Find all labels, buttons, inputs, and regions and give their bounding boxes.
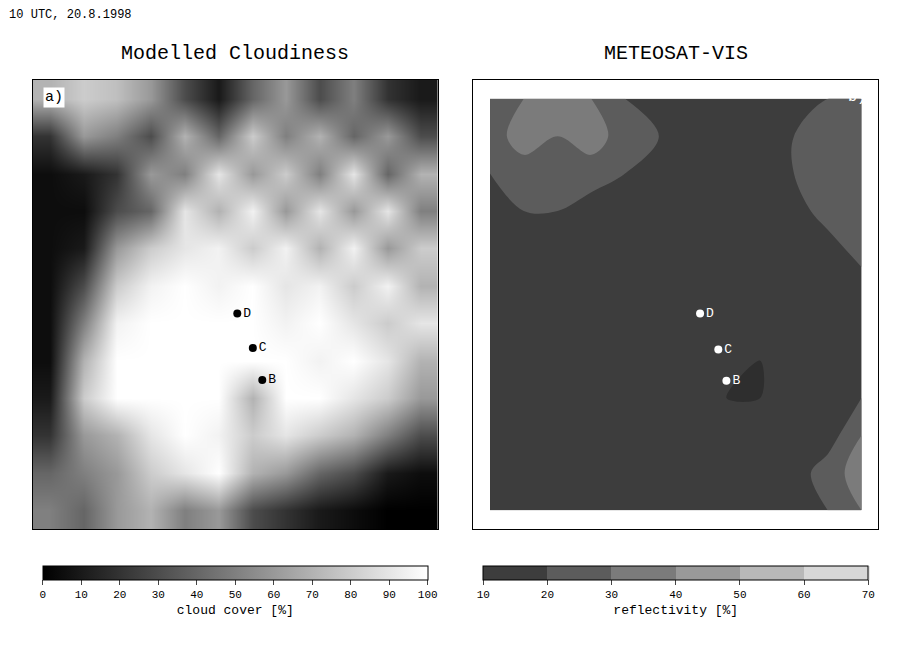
svg-text:B: B xyxy=(732,373,740,388)
svg-text:C: C xyxy=(724,342,732,357)
svg-text:70: 70 xyxy=(862,589,875,601)
svg-text:20: 20 xyxy=(113,589,126,601)
svg-text:70: 70 xyxy=(306,589,319,601)
svg-text:b): b) xyxy=(848,89,866,106)
svg-text:20: 20 xyxy=(541,589,554,601)
svg-text:60: 60 xyxy=(267,589,280,601)
svg-text:100: 100 xyxy=(418,589,438,601)
svg-text:50: 50 xyxy=(229,589,242,601)
svg-text:METEOSAT-VIS: METEOSAT-VIS xyxy=(604,42,748,65)
svg-text:30: 30 xyxy=(605,589,618,601)
svg-text:0: 0 xyxy=(39,589,46,601)
svg-text:B: B xyxy=(268,372,276,387)
svg-text:Modelled Cloudiness: Modelled Cloudiness xyxy=(121,42,349,65)
svg-text:D: D xyxy=(706,306,714,321)
svg-text:10: 10 xyxy=(75,589,88,601)
svg-text:cloud cover [%]: cloud cover [%] xyxy=(177,603,294,618)
svg-text:60: 60 xyxy=(797,589,810,601)
svg-text:10: 10 xyxy=(477,589,490,601)
svg-text:90: 90 xyxy=(383,589,396,601)
svg-text:a): a) xyxy=(45,89,63,106)
svg-text:40: 40 xyxy=(669,589,682,601)
svg-text:10 UTC, 20.8.1998: 10 UTC, 20.8.1998 xyxy=(9,8,131,22)
svg-text:reflectivity [%]: reflectivity [%] xyxy=(613,603,738,618)
svg-text:80: 80 xyxy=(344,589,357,601)
svg-text:D: D xyxy=(243,306,251,321)
svg-text:30: 30 xyxy=(152,589,165,601)
svg-text:40: 40 xyxy=(190,589,203,601)
svg-text:C: C xyxy=(259,340,267,355)
svg-text:50: 50 xyxy=(733,589,746,601)
